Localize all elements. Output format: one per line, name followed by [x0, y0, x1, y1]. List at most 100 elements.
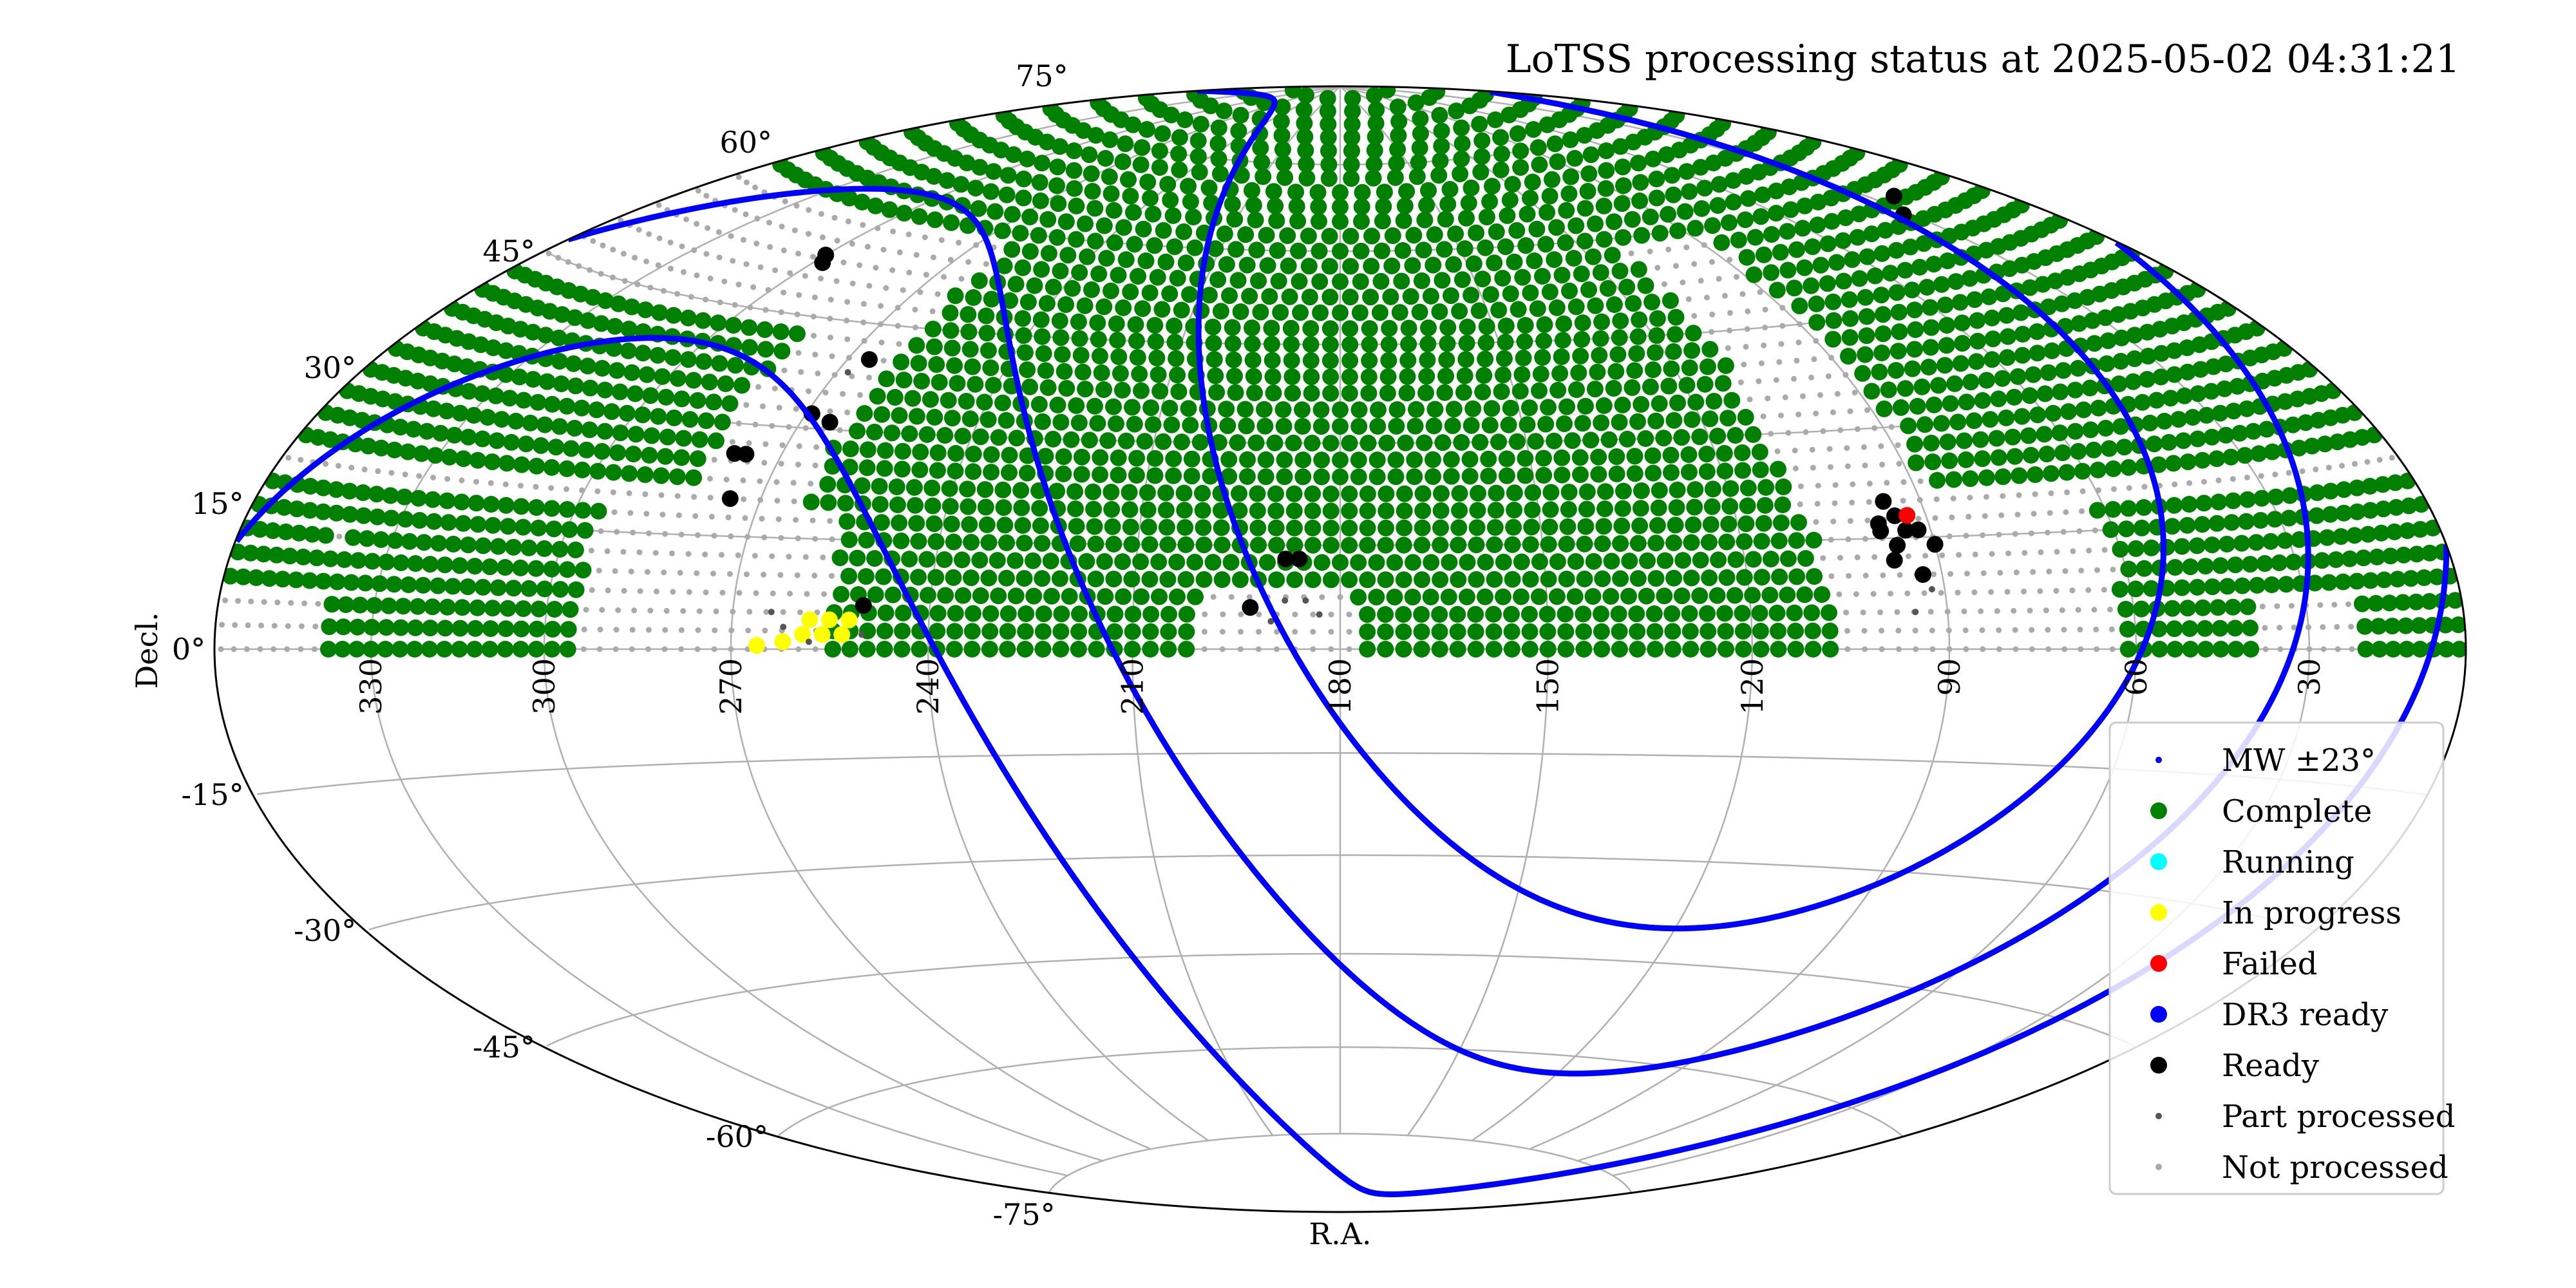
complete-point	[1416, 211, 1434, 229]
complete-point	[1546, 432, 1563, 450]
complete-point	[1493, 146, 1510, 162]
complete-point	[1497, 317, 1515, 335]
complete-point	[314, 503, 332, 520]
part-processed-point	[1267, 618, 1274, 625]
complete-point	[2354, 595, 2371, 612]
not-processed-point	[2101, 587, 2107, 593]
complete-point	[1049, 158, 1066, 176]
complete-point	[1850, 205, 1868, 223]
not-processed-point	[1922, 553, 1929, 559]
complete-point	[1008, 430, 1025, 447]
complete-point	[352, 596, 369, 614]
complete-point	[453, 493, 470, 511]
complete-point	[1108, 415, 1124, 432]
complete-point	[1114, 553, 1132, 571]
not-processed-point	[444, 476, 451, 482]
not-processed-point	[1861, 444, 1867, 450]
not-processed-point	[2061, 627, 2067, 633]
complete-point	[1629, 641, 1646, 658]
not-processed-point	[1743, 344, 1749, 350]
complete-point	[1521, 623, 1539, 640]
complete-point	[1019, 464, 1036, 482]
complete-point	[1177, 519, 1194, 536]
complete-point	[1388, 401, 1406, 418]
complete-point	[2090, 399, 2107, 417]
complete-point	[2227, 641, 2244, 658]
complete-point	[1974, 450, 1991, 468]
complete-point	[287, 571, 305, 589]
complete-point	[1388, 417, 1405, 435]
complete-point	[455, 450, 472, 468]
complete-point	[1608, 465, 1625, 482]
not-processed-point	[965, 259, 972, 265]
complete-point	[1267, 197, 1284, 214]
complete-point	[1751, 605, 1768, 622]
complete-point	[530, 519, 547, 536]
complete-point	[954, 587, 972, 604]
complete-point	[1321, 258, 1338, 275]
complete-point	[2281, 487, 2298, 504]
not-processed-point	[2274, 603, 2280, 609]
complete-point	[383, 509, 400, 527]
complete-point	[1244, 182, 1260, 199]
complete-point	[1085, 500, 1103, 518]
complete-point	[1555, 315, 1573, 332]
complete-point	[561, 521, 578, 538]
complete-point	[972, 428, 989, 446]
complete-point	[1540, 571, 1557, 588]
complete-point	[2052, 383, 2069, 401]
complete-point	[1269, 242, 1286, 259]
complete-point	[2133, 519, 2150, 536]
not-processed-point	[2262, 646, 2269, 652]
not-processed-point	[707, 275, 714, 281]
complete-point	[2143, 539, 2160, 556]
not-processed-point	[2286, 469, 2292, 476]
complete-point	[513, 456, 531, 473]
complete-point	[1368, 589, 1385, 606]
complete-point	[1710, 176, 1728, 193]
complete-point	[1637, 277, 1654, 294]
complete-point	[1016, 535, 1033, 552]
complete-point	[2355, 549, 2372, 567]
complete-point	[364, 553, 381, 570]
complete-point	[2216, 380, 2233, 397]
complete-point	[1221, 287, 1238, 305]
complete-point	[407, 619, 424, 636]
complete-point	[1821, 604, 1837, 621]
not-processed-point	[753, 590, 759, 596]
complete-point	[1241, 287, 1258, 305]
complete-point	[2277, 532, 2294, 549]
y-axis-label: Decl.	[129, 612, 164, 688]
complete-point	[1155, 433, 1172, 450]
complete-point	[1939, 433, 1956, 451]
complete-point	[1644, 361, 1662, 379]
not-processed-point	[806, 231, 811, 237]
complete-point	[518, 435, 535, 453]
complete-point	[1038, 295, 1056, 312]
complete-point	[2236, 447, 2253, 464]
complete-point	[651, 304, 668, 321]
complete-point	[1376, 184, 1393, 201]
not-processed-point	[2306, 646, 2313, 652]
complete-point	[977, 498, 994, 516]
not-processed-point	[806, 207, 812, 213]
complete-point	[513, 620, 530, 638]
complete-point	[1181, 286, 1198, 303]
complete-point	[1391, 304, 1408, 321]
not-processed-point	[1328, 611, 1334, 618]
complete-point	[1406, 468, 1423, 486]
complete-point	[1123, 536, 1141, 553]
complete-point	[1516, 333, 1533, 350]
complete-point	[858, 531, 875, 549]
complete-point	[1431, 106, 1448, 124]
complete-point	[301, 572, 318, 589]
not-processed-point	[548, 485, 554, 491]
complete-point	[1169, 366, 1186, 384]
complete-point	[1218, 256, 1235, 273]
complete-point	[2285, 553, 2302, 571]
complete-point	[1683, 342, 1701, 359]
complete-point	[1906, 301, 1924, 319]
complete-point	[1978, 372, 1995, 389]
complete-point	[1411, 139, 1428, 156]
not-processed-point	[743, 571, 750, 578]
